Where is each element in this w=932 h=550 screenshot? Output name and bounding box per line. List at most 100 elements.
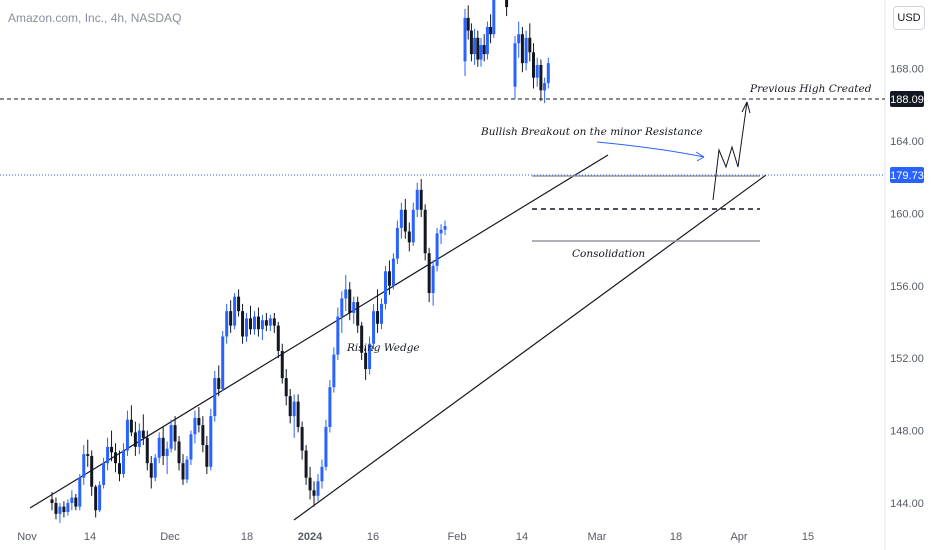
candle-body xyxy=(320,466,324,482)
candle-body xyxy=(539,64,543,91)
candle-body xyxy=(133,432,137,447)
annotations: Previous High Created Bullish Breakout o… xyxy=(346,83,872,354)
drawing-tools[interactable] xyxy=(0,98,885,521)
candle-body xyxy=(284,378,288,397)
candle-body xyxy=(125,419,129,451)
candle-body xyxy=(249,318,252,330)
time-axis: Nov 14 Dec 18 2024 16 Feb 14 Mar 18 Apr 15 xyxy=(17,531,814,543)
candle-body xyxy=(368,343,372,370)
candle-body xyxy=(292,401,296,417)
candle-body xyxy=(129,419,133,433)
candle-body xyxy=(137,430,141,447)
candles xyxy=(50,0,550,523)
candle-body xyxy=(485,26,489,55)
candle-body xyxy=(106,446,110,464)
candle-body xyxy=(411,209,415,243)
price-tick-label: 164.00 xyxy=(890,136,924,148)
candle-body xyxy=(173,425,177,442)
currency-button[interactable]: USD xyxy=(893,6,925,30)
candle-body xyxy=(403,209,407,232)
candle-body xyxy=(423,209,427,254)
candle-body xyxy=(469,30,473,55)
time-tick-label: 18 xyxy=(241,531,253,543)
previous-high-label[interactable]: Previous High Created xyxy=(749,83,872,95)
candle-body xyxy=(82,454,86,478)
candle-body xyxy=(201,425,205,446)
candle-body xyxy=(185,459,189,480)
breakout-label[interactable]: Bullish Breakout on the minor Resistance xyxy=(480,126,703,138)
price-tick-label: 160.00 xyxy=(890,208,924,220)
candle-body xyxy=(217,378,221,389)
candle-body xyxy=(520,34,524,64)
candle-body xyxy=(268,318,272,326)
candle-body xyxy=(489,26,493,35)
price-badges: 188.09 179.73 xyxy=(890,91,924,183)
candle-body xyxy=(256,316,260,330)
candle-body xyxy=(157,437,161,458)
candle-body xyxy=(324,426,328,467)
consolidation-label[interactable]: Consolidation xyxy=(572,248,645,260)
last-price-badge xyxy=(890,167,924,183)
candle-body xyxy=(54,503,58,514)
projection-arrow-head xyxy=(741,101,751,114)
candle-body xyxy=(304,450,308,478)
candle-body xyxy=(225,311,229,337)
candle-body xyxy=(197,417,201,426)
candle-body xyxy=(316,481,320,496)
candle-body xyxy=(241,311,245,337)
breakout-arrow[interactable] xyxy=(596,141,705,158)
time-tick-label: 18 xyxy=(670,531,682,543)
candle-body xyxy=(165,448,169,456)
candle-body xyxy=(58,506,62,514)
candle-body xyxy=(70,497,74,503)
time-tick-label: Nov xyxy=(17,531,37,543)
candle-body xyxy=(482,45,486,55)
candle-body xyxy=(344,289,348,299)
candle-body xyxy=(387,271,391,286)
time-tick-label: 15 xyxy=(802,531,814,543)
price-tick-label: 148.00 xyxy=(890,426,924,438)
price-tick-label: 144.00 xyxy=(890,498,924,510)
candle-body xyxy=(435,233,439,266)
candle-body xyxy=(233,296,237,326)
candle-body xyxy=(535,64,539,78)
time-tick-label: 2024 xyxy=(298,531,323,543)
candle-body xyxy=(245,318,249,337)
time-tick-label: 14 xyxy=(84,531,96,543)
price-tick-label: 156.00 xyxy=(890,281,924,293)
candle-body xyxy=(528,37,532,53)
price-tick-label: 172.00 xyxy=(890,0,924,3)
candle-body xyxy=(419,189,423,210)
candle-body xyxy=(427,253,431,294)
candle-body xyxy=(74,497,78,507)
candle-body xyxy=(78,477,82,507)
candle-body xyxy=(300,426,304,451)
time-tick-label: 14 xyxy=(516,531,528,543)
candle-body xyxy=(66,503,70,513)
candle-body xyxy=(505,0,509,8)
candle-body xyxy=(237,296,241,312)
candle-body xyxy=(145,437,149,464)
candle-body xyxy=(395,227,399,259)
candle-body xyxy=(513,43,517,87)
price-tick-label: 152.00 xyxy=(890,353,924,365)
candle-body xyxy=(252,316,256,330)
rising-wedge-label[interactable]: Rising Wedge xyxy=(346,342,420,354)
wedge-lower-trendline[interactable] xyxy=(293,174,767,521)
projection-path[interactable] xyxy=(712,101,748,201)
candle-body xyxy=(473,37,477,55)
candle-body xyxy=(356,302,360,326)
candle-body xyxy=(209,416,213,467)
candle-body xyxy=(205,445,209,467)
symbol-title[interactable]: Amazon.com, Inc., 4h, NASDAQ xyxy=(8,11,182,25)
candle-body xyxy=(94,486,98,511)
candle-body xyxy=(229,311,233,326)
candle-body xyxy=(114,452,118,464)
candle-body xyxy=(383,271,387,304)
candle-body xyxy=(492,0,496,35)
candle-body xyxy=(149,463,153,478)
candle-body xyxy=(62,506,66,513)
price-tick-label: 168.00 xyxy=(890,64,924,76)
candle-body xyxy=(399,209,403,228)
